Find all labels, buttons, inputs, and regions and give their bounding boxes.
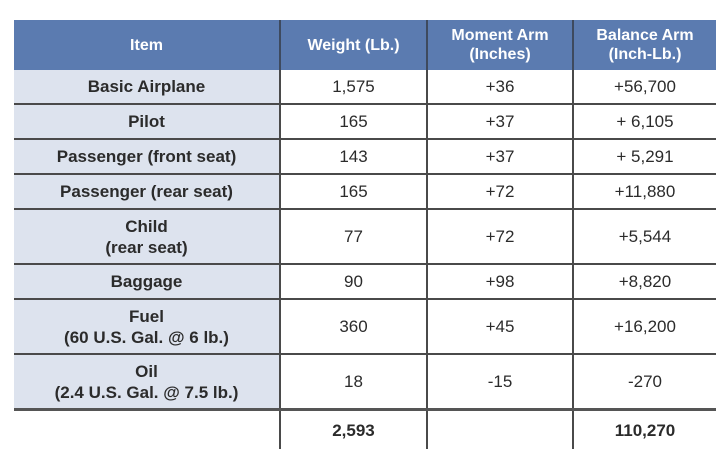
item-cell: Basic Airplane bbox=[14, 70, 280, 105]
balance-arm-cell: + 6,105 bbox=[572, 104, 716, 140]
item-cell: Fuel (60 U.S. Gal. @ 6 lb.) bbox=[14, 299, 280, 355]
item-label: Pilot bbox=[128, 112, 165, 131]
item-cell: Passenger (front seat) bbox=[14, 139, 280, 175]
weight-cell: 1,575 bbox=[279, 70, 427, 105]
item-cell: Pilot bbox=[14, 104, 280, 140]
moment-arm-cell: +45 bbox=[426, 299, 573, 355]
header-moment-arm: Moment Arm (Inches) bbox=[426, 20, 573, 70]
item-sublabel: (60 U.S. Gal. @ 6 lb.) bbox=[64, 327, 229, 347]
total-balance-arm: 110,270 bbox=[572, 409, 716, 449]
weight-cell: 18 bbox=[279, 354, 427, 411]
weight-cell: 360 bbox=[279, 299, 427, 355]
table-row: Child (rear seat) 77 +72 +5,544 bbox=[14, 209, 716, 265]
item-sublabel: (rear seat) bbox=[105, 237, 188, 257]
table-row: Passenger (front seat) 143 +37 + 5,291 bbox=[14, 139, 716, 175]
item-label: Passenger (front seat) bbox=[56, 147, 237, 166]
header-balance-arm: Balance Arm (Inch-Lb.) bbox=[572, 20, 716, 70]
weight-cell: 143 bbox=[279, 139, 427, 175]
totals-row: 2,593 110,270 bbox=[14, 409, 716, 449]
weight-cell: 77 bbox=[279, 209, 427, 265]
balance-arm-cell: +16,200 bbox=[572, 299, 716, 355]
item-cell: Baggage bbox=[14, 264, 280, 300]
table-row: Oil (2.4 U.S. Gal. @ 7.5 lb.) 18 -15 -270 bbox=[14, 354, 716, 411]
item-cell: Child (rear seat) bbox=[14, 209, 280, 265]
moment-arm-cell: +36 bbox=[426, 70, 573, 105]
item-cell: Oil (2.4 U.S. Gal. @ 7.5 lb.) bbox=[14, 354, 280, 411]
header-row: Item Weight (Lb.) Moment Arm (Inches) Ba… bbox=[14, 20, 716, 70]
balance-arm-cell: -270 bbox=[572, 354, 716, 411]
total-weight: 2,593 bbox=[279, 409, 427, 449]
balance-arm-cell: +11,880 bbox=[572, 174, 716, 210]
table-row: Passenger (rear seat) 165 +72 +11,880 bbox=[14, 174, 716, 210]
weight-cell: 165 bbox=[279, 174, 427, 210]
item-label: Child bbox=[125, 216, 168, 236]
header-item: Item bbox=[14, 20, 280, 70]
moment-arm-cell: -15 bbox=[426, 354, 573, 411]
item-label: Baggage bbox=[110, 272, 183, 291]
item-sublabel: (2.4 U.S. Gal. @ 7.5 lb.) bbox=[54, 382, 239, 402]
moment-arm-cell: +72 bbox=[426, 174, 573, 210]
totals-blank bbox=[14, 409, 280, 449]
balance-arm-cell: +8,820 bbox=[572, 264, 716, 300]
moment-arm-cell: +37 bbox=[426, 104, 573, 140]
balance-arm-cell: + 5,291 bbox=[572, 139, 716, 175]
table-row: Basic Airplane 1,575 +36 +56,700 bbox=[14, 70, 716, 105]
balance-arm-cell: +5,544 bbox=[572, 209, 716, 265]
item-cell: Passenger (rear seat) bbox=[14, 174, 280, 210]
weight-cell: 90 bbox=[279, 264, 427, 300]
table-row: Baggage 90 +98 +8,820 bbox=[14, 264, 716, 300]
total-moment-blank bbox=[426, 409, 573, 449]
balance-arm-cell: +56,700 bbox=[572, 70, 716, 105]
weight-cell: 165 bbox=[279, 104, 427, 140]
item-label: Basic Airplane bbox=[87, 77, 206, 96]
item-label: Fuel bbox=[129, 306, 164, 326]
weight-balance-table: Item Weight (Lb.) Moment Arm (Inches) Ba… bbox=[14, 20, 716, 449]
item-label: Passenger (rear seat) bbox=[60, 182, 233, 201]
moment-arm-cell: +72 bbox=[426, 209, 573, 265]
item-label: Oil bbox=[135, 361, 158, 381]
moment-arm-cell: +98 bbox=[426, 264, 573, 300]
table-row: Fuel (60 U.S. Gal. @ 6 lb.) 360 +45 +16,2… bbox=[14, 299, 716, 355]
header-weight: Weight (Lb.) bbox=[279, 20, 427, 70]
table-row: Pilot 165 +37 + 6,105 bbox=[14, 104, 716, 140]
moment-arm-cell: +37 bbox=[426, 139, 573, 175]
